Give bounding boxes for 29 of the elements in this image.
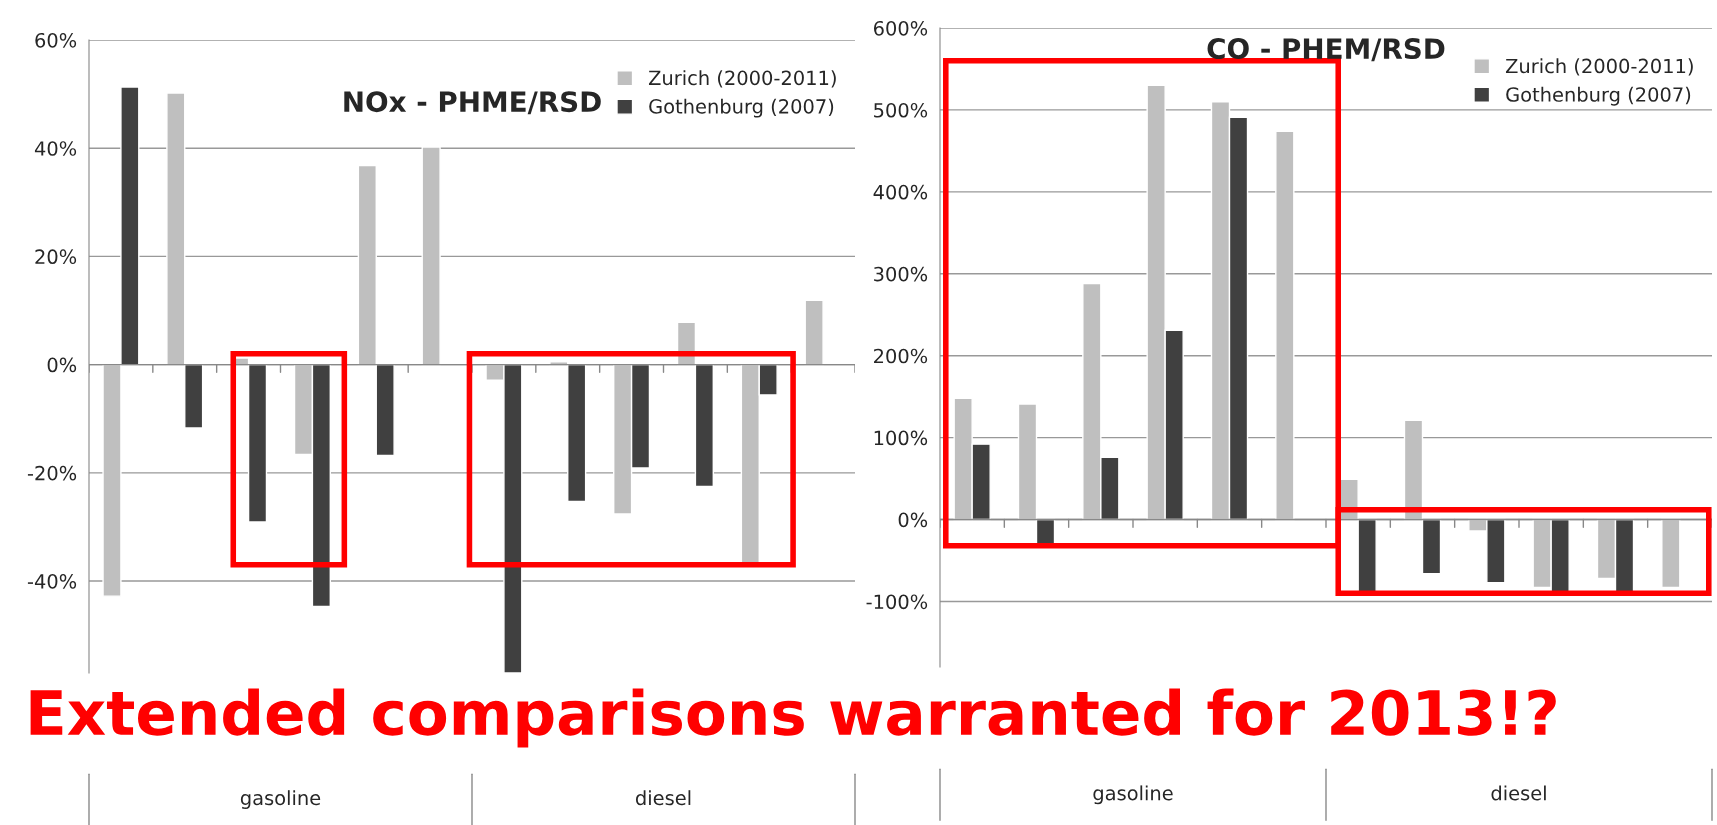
y-tick-label: -20% (27, 465, 77, 481)
y-tick-label: -100% (866, 594, 928, 610)
y-tick-label: 0% (47, 357, 77, 373)
y-tick-label: 40% (34, 141, 77, 156)
text: gasoline (1093, 785, 1173, 805)
bar (1661, 518, 1681, 589)
text: diesel (635, 790, 691, 806)
y-tick-label: 200% (874, 348, 928, 364)
chart-title: CO - PHEM/RSD (1207, 38, 1445, 62)
y-tick-label: 100% (874, 430, 928, 446)
y-tick-label: 300% (874, 266, 928, 282)
legend-label: Gothenburg (2007) (1506, 86, 1691, 106)
y-tick-label: 20% (35, 249, 77, 265)
text: gasoline (240, 790, 321, 810)
bar (804, 299, 824, 366)
text: Extended comparisons warranted for 2013!? (30, 688, 1556, 748)
y-tick-label: 0% (898, 512, 928, 528)
text: diesel (1491, 785, 1546, 801)
text: NOx - PHME/RSD (344, 91, 601, 115)
y-tick-label: 60% (35, 32, 77, 48)
y-tick-label: 400% (873, 184, 928, 200)
legend-label: Zurich (2000-2011) (1505, 58, 1693, 76)
bar (421, 146, 441, 366)
legend-label: Zurich (2000-2011) (648, 70, 836, 88)
bar (1275, 130, 1295, 521)
y-tick-label: -40% (27, 573, 77, 589)
legend-label: Gothenburg (2007) (649, 98, 834, 118)
y-tick-label: 600% (873, 20, 928, 36)
y-tick-label: 500% (874, 102, 928, 118)
